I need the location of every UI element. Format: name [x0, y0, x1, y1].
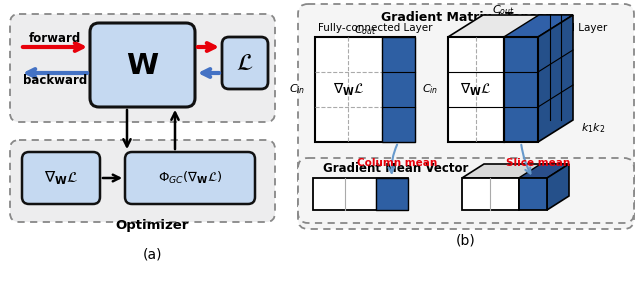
FancyBboxPatch shape [10, 140, 275, 222]
Text: $\mathcal{L}$: $\mathcal{L}$ [236, 51, 253, 74]
Text: $C_{out}$: $C_{out}$ [492, 3, 515, 17]
Text: (b): (b) [456, 233, 476, 247]
Text: Convolutional Layer: Convolutional Layer [503, 23, 607, 33]
FancyBboxPatch shape [125, 152, 255, 204]
Polygon shape [547, 164, 569, 210]
Text: Slice mean: Slice mean [506, 158, 570, 168]
FancyBboxPatch shape [298, 158, 634, 223]
Bar [504, 37, 538, 142]
Bar [381, 37, 415, 142]
Bar [462, 178, 518, 210]
Polygon shape [504, 15, 573, 37]
Bar [518, 178, 547, 210]
FancyBboxPatch shape [90, 23, 195, 107]
Bar [376, 178, 408, 210]
Text: forward: forward [29, 33, 81, 46]
FancyBboxPatch shape [298, 4, 634, 229]
FancyBboxPatch shape [222, 37, 268, 89]
Text: Column mean: Column mean [357, 158, 437, 168]
Text: $C_{in}$: $C_{in}$ [289, 83, 305, 96]
Text: $\Phi_{GC}(\nabla_{\mathbf{W}}\mathcal{L})$: $\Phi_{GC}(\nabla_{\mathbf{W}}\mathcal{L… [157, 170, 222, 186]
Text: $C_{in}$: $C_{in}$ [422, 83, 438, 96]
Text: Gradient Matrix / Tensor: Gradient Matrix / Tensor [381, 10, 551, 24]
Polygon shape [538, 15, 573, 142]
FancyBboxPatch shape [22, 152, 100, 204]
Text: $\nabla_{\mathbf{W}}\mathcal{L}$: $\nabla_{\mathbf{W}}\mathcal{L}$ [333, 81, 364, 98]
Polygon shape [518, 164, 569, 178]
FancyBboxPatch shape [10, 14, 275, 122]
Text: Fully-connected Layer: Fully-connected Layer [317, 23, 432, 33]
Text: (a): (a) [142, 248, 162, 262]
Text: $k_1k_2$: $k_1k_2$ [581, 121, 605, 135]
Text: backward: backward [23, 74, 87, 87]
Bar [313, 178, 408, 210]
Text: $C_{out}$: $C_{out}$ [354, 23, 376, 37]
Text: Gradient Mean Vector: Gradient Mean Vector [323, 162, 468, 176]
Text: Optimizer: Optimizer [115, 219, 189, 232]
Text: $\nabla_{\mathbf{W}}\mathcal{L}$: $\nabla_{\mathbf{W}}\mathcal{L}$ [460, 81, 492, 98]
Polygon shape [462, 164, 569, 178]
Bar [315, 37, 415, 142]
Text: $\mathbf{W}$: $\mathbf{W}$ [126, 51, 159, 80]
Text: $\nabla_{\mathbf{W}}\mathcal{L}$: $\nabla_{\mathbf{W}}\mathcal{L}$ [44, 169, 78, 187]
Bar [448, 37, 504, 142]
Polygon shape [448, 15, 573, 37]
